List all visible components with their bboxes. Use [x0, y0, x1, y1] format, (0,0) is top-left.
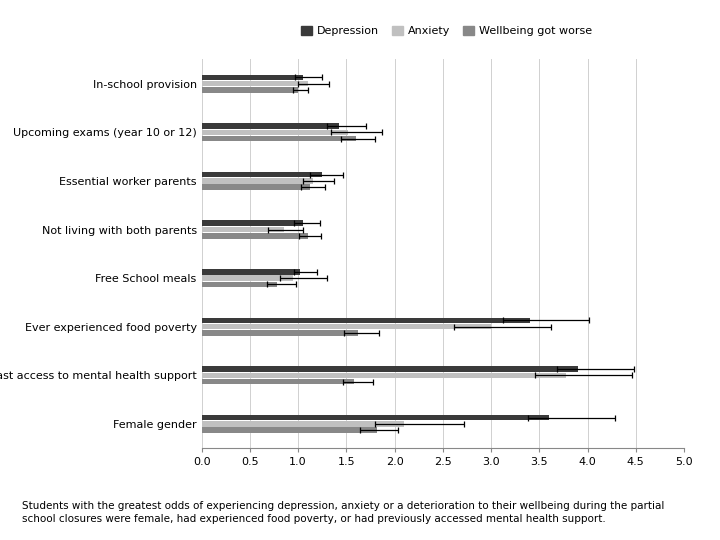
Bar [202, 172, 323, 177]
Bar [202, 269, 300, 274]
Bar [202, 185, 310, 190]
Bar [202, 421, 404, 427]
Bar [202, 81, 307, 86]
Bar [202, 75, 303, 80]
Bar [202, 275, 293, 281]
Bar [202, 330, 358, 336]
Bar [202, 282, 277, 287]
Bar [202, 428, 377, 433]
Bar [202, 324, 491, 329]
Bar [202, 178, 312, 184]
Bar [202, 415, 549, 420]
Bar [202, 318, 530, 323]
Bar [202, 373, 567, 378]
Text: Students with the greatest odds of experiencing depression, anxiety or a deterio: Students with the greatest odds of exper… [22, 501, 664, 524]
Bar [202, 227, 284, 232]
Bar [202, 379, 354, 384]
Bar [202, 136, 356, 141]
Bar [202, 220, 303, 226]
Bar [202, 87, 298, 93]
Legend: Depression, Anxiety, Wellbeing got worse: Depression, Anxiety, Wellbeing got worse [297, 22, 596, 40]
Bar [202, 233, 307, 239]
Bar [202, 366, 578, 372]
Bar [202, 130, 348, 135]
Bar [202, 123, 338, 129]
